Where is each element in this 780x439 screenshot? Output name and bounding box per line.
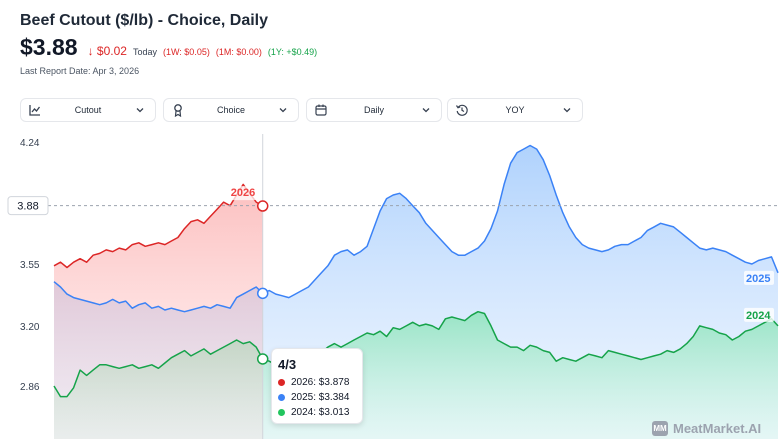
line-series-2026 <box>53 183 264 269</box>
hover-marker-2025 <box>256 287 269 300</box>
chevron-down-icon <box>563 108 571 113</box>
area-series-2026 <box>54 184 263 439</box>
one-year-change: (1Y: +$0.49) <box>267 47 318 57</box>
line-series-2025 <box>53 144 779 313</box>
tooltip-date: 4/3 <box>278 357 297 372</box>
legend-dot-2026 <box>278 379 285 386</box>
y-tick-label: 3.20 <box>20 322 40 333</box>
chart-line-icon <box>29 105 41 116</box>
chevron-down-icon <box>136 108 144 113</box>
series-label-2024: 2024 <box>746 310 771 322</box>
ribbon-icon <box>174 104 182 117</box>
page-title: Beef Cutout ($/lb) - Choice, Daily <box>20 12 269 29</box>
current-value-box <box>7 196 49 216</box>
price-change: ↓ $0.02 <box>88 44 127 58</box>
grade-select-label: Choice <box>216 105 245 115</box>
tooltip-value-2025: 2025: $3.384 <box>291 392 350 403</box>
y-tick-label: 3.55 <box>20 260 40 271</box>
chart-toolbar: Cutout Choice Daily YOY <box>20 98 585 122</box>
brand-logo-icon: MM <box>652 420 668 436</box>
series-label-bg-2024 <box>744 307 774 322</box>
series-label-2026: 2026 <box>231 187 255 199</box>
grade-select[interactable]: Choice <box>163 98 299 122</box>
series-label-bg-2026 <box>226 186 257 201</box>
beef-cutout-chart: 4.24 3.55 3.20 2.86 3.88 2026 2025 2024 <box>7 134 779 439</box>
cutout-select-label: Cutout <box>74 105 102 115</box>
current-value-label: 3.88 <box>17 201 38 213</box>
compare-select-label: YOY <box>505 105 525 115</box>
tooltip-value-2024: 2024: $3.013 <box>291 407 350 418</box>
hover-marker-2024 <box>256 353 269 365</box>
report-date: Last Report Date: Apr 3, 2026 <box>20 66 140 76</box>
one-week-change: (1W: $0.05) <box>162 47 210 57</box>
y-axis: 4.24 3.55 3.20 2.86 <box>20 138 40 393</box>
cutout-select[interactable]: Cutout <box>20 98 156 122</box>
price-row: $3.88 ↓ $0.02 Today (1W: $0.05) (1M: $0.… <box>20 34 317 61</box>
legend-dot-2024 <box>278 409 285 416</box>
current-price: $3.88 <box>20 34 78 60</box>
history-icon <box>455 104 468 116</box>
line-series-2024 <box>53 310 779 398</box>
series-label-bg-2025 <box>744 270 774 285</box>
y-tick-label: 2.86 <box>20 382 40 393</box>
arrow-down-icon: ↓ <box>87 44 94 58</box>
legend-dot-2025 <box>278 394 285 401</box>
brand-name: MeatMarket.AI <box>673 420 762 436</box>
y-tick-label: 4.24 <box>20 138 40 149</box>
today-label: Today <box>132 47 157 57</box>
calendar-icon <box>315 104 327 116</box>
tooltip-row-2024: 2024: $3.013 <box>278 407 349 418</box>
series-label-2025: 2025 <box>746 273 770 285</box>
price-change-value: $0.02 <box>96 44 127 58</box>
one-month-change: (1M: $0.00) <box>215 47 262 57</box>
compare-select[interactable]: YOY <box>447 98 583 122</box>
frequency-select-label: Daily <box>363 105 384 115</box>
chevron-down-icon <box>422 108 430 113</box>
tooltip-row-2026: 2026: $3.878 <box>278 377 349 388</box>
hover-tooltip: 4/3 2026: $3.878 2025: $3.384 2024: $3.0… <box>271 348 363 424</box>
series-lines <box>53 144 779 398</box>
chevron-down-icon <box>279 108 287 113</box>
hover-marker-2026 <box>256 200 269 212</box>
frequency-select[interactable]: Daily <box>306 98 442 122</box>
chart-overlay: 3.88 2026 2025 2024 <box>7 134 778 439</box>
series-areas <box>54 145 778 439</box>
tooltip-row-2025: 2025: $3.384 <box>278 392 349 403</box>
brand-watermark: MM MeatMarket.AI <box>652 420 761 436</box>
tooltip-value-2026: 2026: $3.878 <box>291 377 350 388</box>
